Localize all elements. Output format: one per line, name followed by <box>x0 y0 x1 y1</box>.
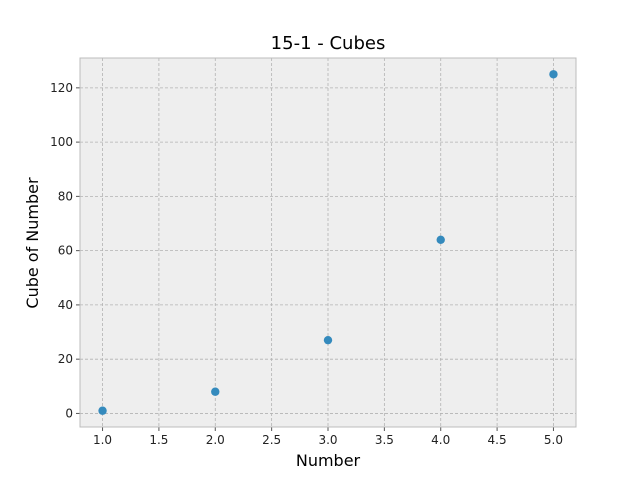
y-tick-label: 40 <box>58 298 73 312</box>
x-tick-label: 4.0 <box>431 433 450 447</box>
x-tick-label: 2.5 <box>262 433 281 447</box>
data-point <box>323 335 333 345</box>
x-axis-title: Number <box>296 451 361 470</box>
y-tick-label: 60 <box>58 244 73 258</box>
y-axis-title: Cube of Number <box>23 177 42 309</box>
y-tick-label: 0 <box>65 406 73 420</box>
x-tick-label: 1.0 <box>93 433 112 447</box>
plot-frame <box>79 57 577 428</box>
y-tick-label: 20 <box>58 352 73 366</box>
grid-lines <box>80 58 576 427</box>
y-tick-label: 120 <box>50 81 73 95</box>
data-point <box>211 387 220 396</box>
data-point <box>549 70 558 79</box>
data-points <box>98 70 558 415</box>
data-point <box>98 406 107 415</box>
x-tick-label: 2.0 <box>206 433 225 447</box>
x-tick-label: 1.5 <box>149 433 168 447</box>
x-tick-label: 4.5 <box>488 433 507 447</box>
data-point <box>436 235 445 244</box>
y-tick-label: 100 <box>50 135 73 149</box>
axis-ticks: 1.0 1.5 2.0 2.5 3.0 3.5 4.0 4.5 5.0 0 20 40 60 80 100 1… <box>50 81 563 447</box>
chart-title: 15-1 - Cubes <box>271 33 386 54</box>
x-tick-label: 5.0 <box>544 433 563 447</box>
x-tick-label: 3.0 <box>318 433 337 447</box>
x-tick-label: 3.5 <box>375 433 394 447</box>
y-tick-label: 80 <box>58 189 73 203</box>
